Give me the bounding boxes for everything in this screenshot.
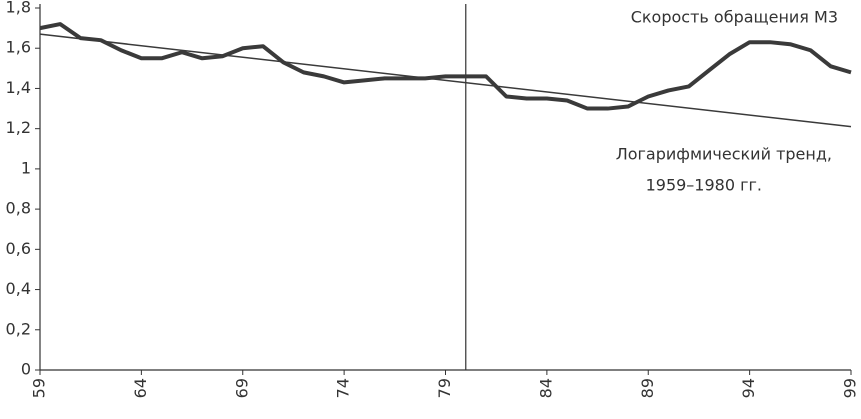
annotation: Логарифмический тренд, — [616, 145, 832, 164]
y-tick-label: 1 — [21, 158, 31, 177]
annotation: 1959–1980 гг. — [646, 176, 762, 195]
x-tick-label: 89 — [638, 378, 657, 398]
x-tick-label: 79 — [435, 378, 454, 398]
y-tick-label: 1,4 — [6, 78, 31, 97]
series-line — [39, 22, 852, 111]
trend-line — [39, 33, 852, 128]
x-tick-label: 69 — [232, 378, 251, 398]
y-tick-label: 1,2 — [6, 118, 31, 137]
y-tick-label: 0,4 — [6, 279, 31, 298]
y-tick-label: 0,6 — [6, 239, 31, 258]
x-tick-label: 94 — [739, 378, 758, 398]
y-tick-label: 0 — [21, 360, 31, 379]
y-tick-label: 1,6 — [6, 38, 31, 57]
x-tick-label: 74 — [334, 378, 353, 398]
x-tick-label: 99 — [841, 378, 860, 398]
y-tick-label: 1,8 — [6, 0, 31, 17]
x-tick-label: 64 — [131, 378, 150, 398]
annotation: Скорость обращения М3 — [631, 8, 838, 27]
x-tick-label: 84 — [536, 378, 555, 398]
y-tick-label: 0,2 — [6, 319, 31, 338]
x-tick-label: 59 — [30, 378, 49, 398]
y-tick-label: 0,8 — [6, 199, 31, 218]
